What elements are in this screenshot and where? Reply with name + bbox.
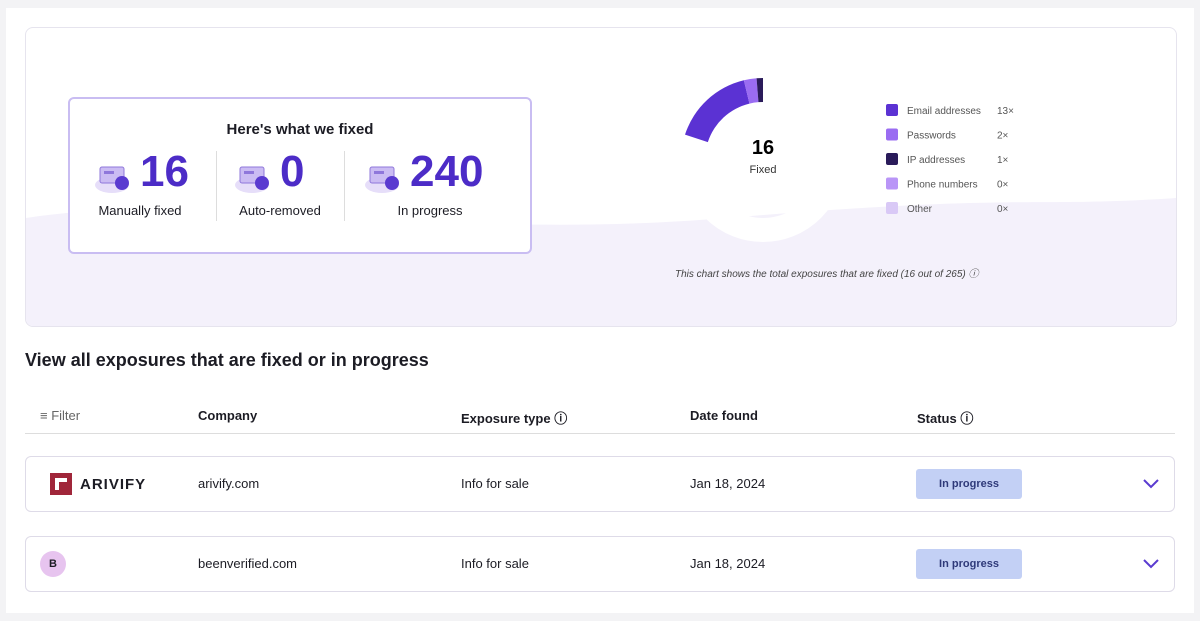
chevron: [1143, 479, 1159, 489]
expand-button[interactable]: [1141, 476, 1161, 492]
icon: [365, 166, 399, 193]
legend-label: IP addresses: [907, 155, 965, 166]
table-cell: Jan 18, 2024: [690, 556, 766, 571]
stat-icon: [364, 161, 404, 195]
summary-title: Here's what we fixed: [226, 121, 374, 138]
center-value: 16: [752, 137, 774, 159]
column-header: Status ⓘ: [917, 411, 974, 426]
donut-segment: [756, 78, 763, 103]
column-header: Date found: [690, 408, 758, 423]
legend-label: Passwords: [907, 131, 956, 142]
company-logo: B: [40, 551, 66, 577]
summary-card: [25, 27, 1177, 327]
fixed-summary: Here's what we fixed 16 Manually fixed 0 Au…: [68, 97, 532, 254]
legend-swatch: [886, 177, 898, 190]
center-label: Fixed: [750, 164, 777, 176]
stat-label: Auto-removed: [239, 203, 321, 218]
table-cell: Jan 18, 2024: [690, 476, 766, 491]
column-header: Company: [198, 408, 257, 423]
stat-icon: [234, 161, 274, 195]
legend-count: 1×: [997, 155, 1009, 166]
company-logo: ARIVIFY: [50, 472, 146, 496]
caption-text: This chart shows the total exposures tha…: [675, 269, 966, 280]
table-cell: Info for sale: [461, 476, 529, 491]
status-badge: In progress: [916, 469, 1022, 499]
stat-label: Manually fixed: [98, 203, 182, 218]
legend-swatch: [886, 153, 898, 165]
header-text: Exposure type: [461, 411, 551, 426]
table-cell: arivify.com: [198, 476, 260, 491]
legend-count: 2×: [997, 131, 1009, 142]
icon: [235, 166, 269, 193]
divider: [344, 151, 345, 221]
legend-count: 0×: [997, 204, 1009, 215]
stat-value: 16: [140, 147, 189, 196]
donut-segment: [685, 80, 750, 143]
chart-caption: This chart shows the total exposures tha…: [675, 269, 979, 280]
legend-label: Other: [907, 204, 933, 215]
divider: [216, 151, 217, 221]
table-cell: Info for sale: [461, 556, 529, 571]
donut-segment: [743, 78, 759, 104]
stat-value: 0: [280, 147, 305, 196]
legend-count: 13×: [997, 106, 1014, 117]
logo-text: ARIVIFY: [80, 475, 147, 493]
section-title: View all exposures that are fixed or in …: [25, 350, 429, 370]
legend-swatch: [886, 104, 898, 116]
header-rule: [25, 433, 1175, 434]
legend-swatch: [886, 128, 898, 141]
header-text: Status: [917, 411, 957, 426]
column-header: Exposure type ⓘ: [461, 411, 568, 426]
stat-label: In progress: [397, 203, 463, 218]
stat-icon: [94, 161, 134, 195]
legend-label: Email addresses: [907, 106, 981, 117]
header-text: Date found: [690, 408, 758, 423]
header-text: Company: [198, 408, 258, 423]
header-text: Filter: [51, 408, 81, 423]
legend-count: 0×: [997, 180, 1009, 191]
stat-value: 240: [410, 147, 484, 196]
icon: [95, 166, 129, 193]
status-badge: In progress: [916, 549, 1022, 579]
legend-swatch: [886, 202, 898, 214]
table-cell: beenverified.com: [198, 556, 297, 571]
donut-chart: 16 Fixed Email addresses 13× Passwords 2× IP a…: [681, 78, 1014, 242]
logo-mark: [50, 473, 72, 495]
expand-button[interactable]: [1141, 556, 1161, 572]
chevron: [1143, 559, 1159, 569]
column-header[interactable]: ≡ Filter: [40, 408, 81, 423]
legend-label: Phone numbers: [907, 180, 978, 191]
